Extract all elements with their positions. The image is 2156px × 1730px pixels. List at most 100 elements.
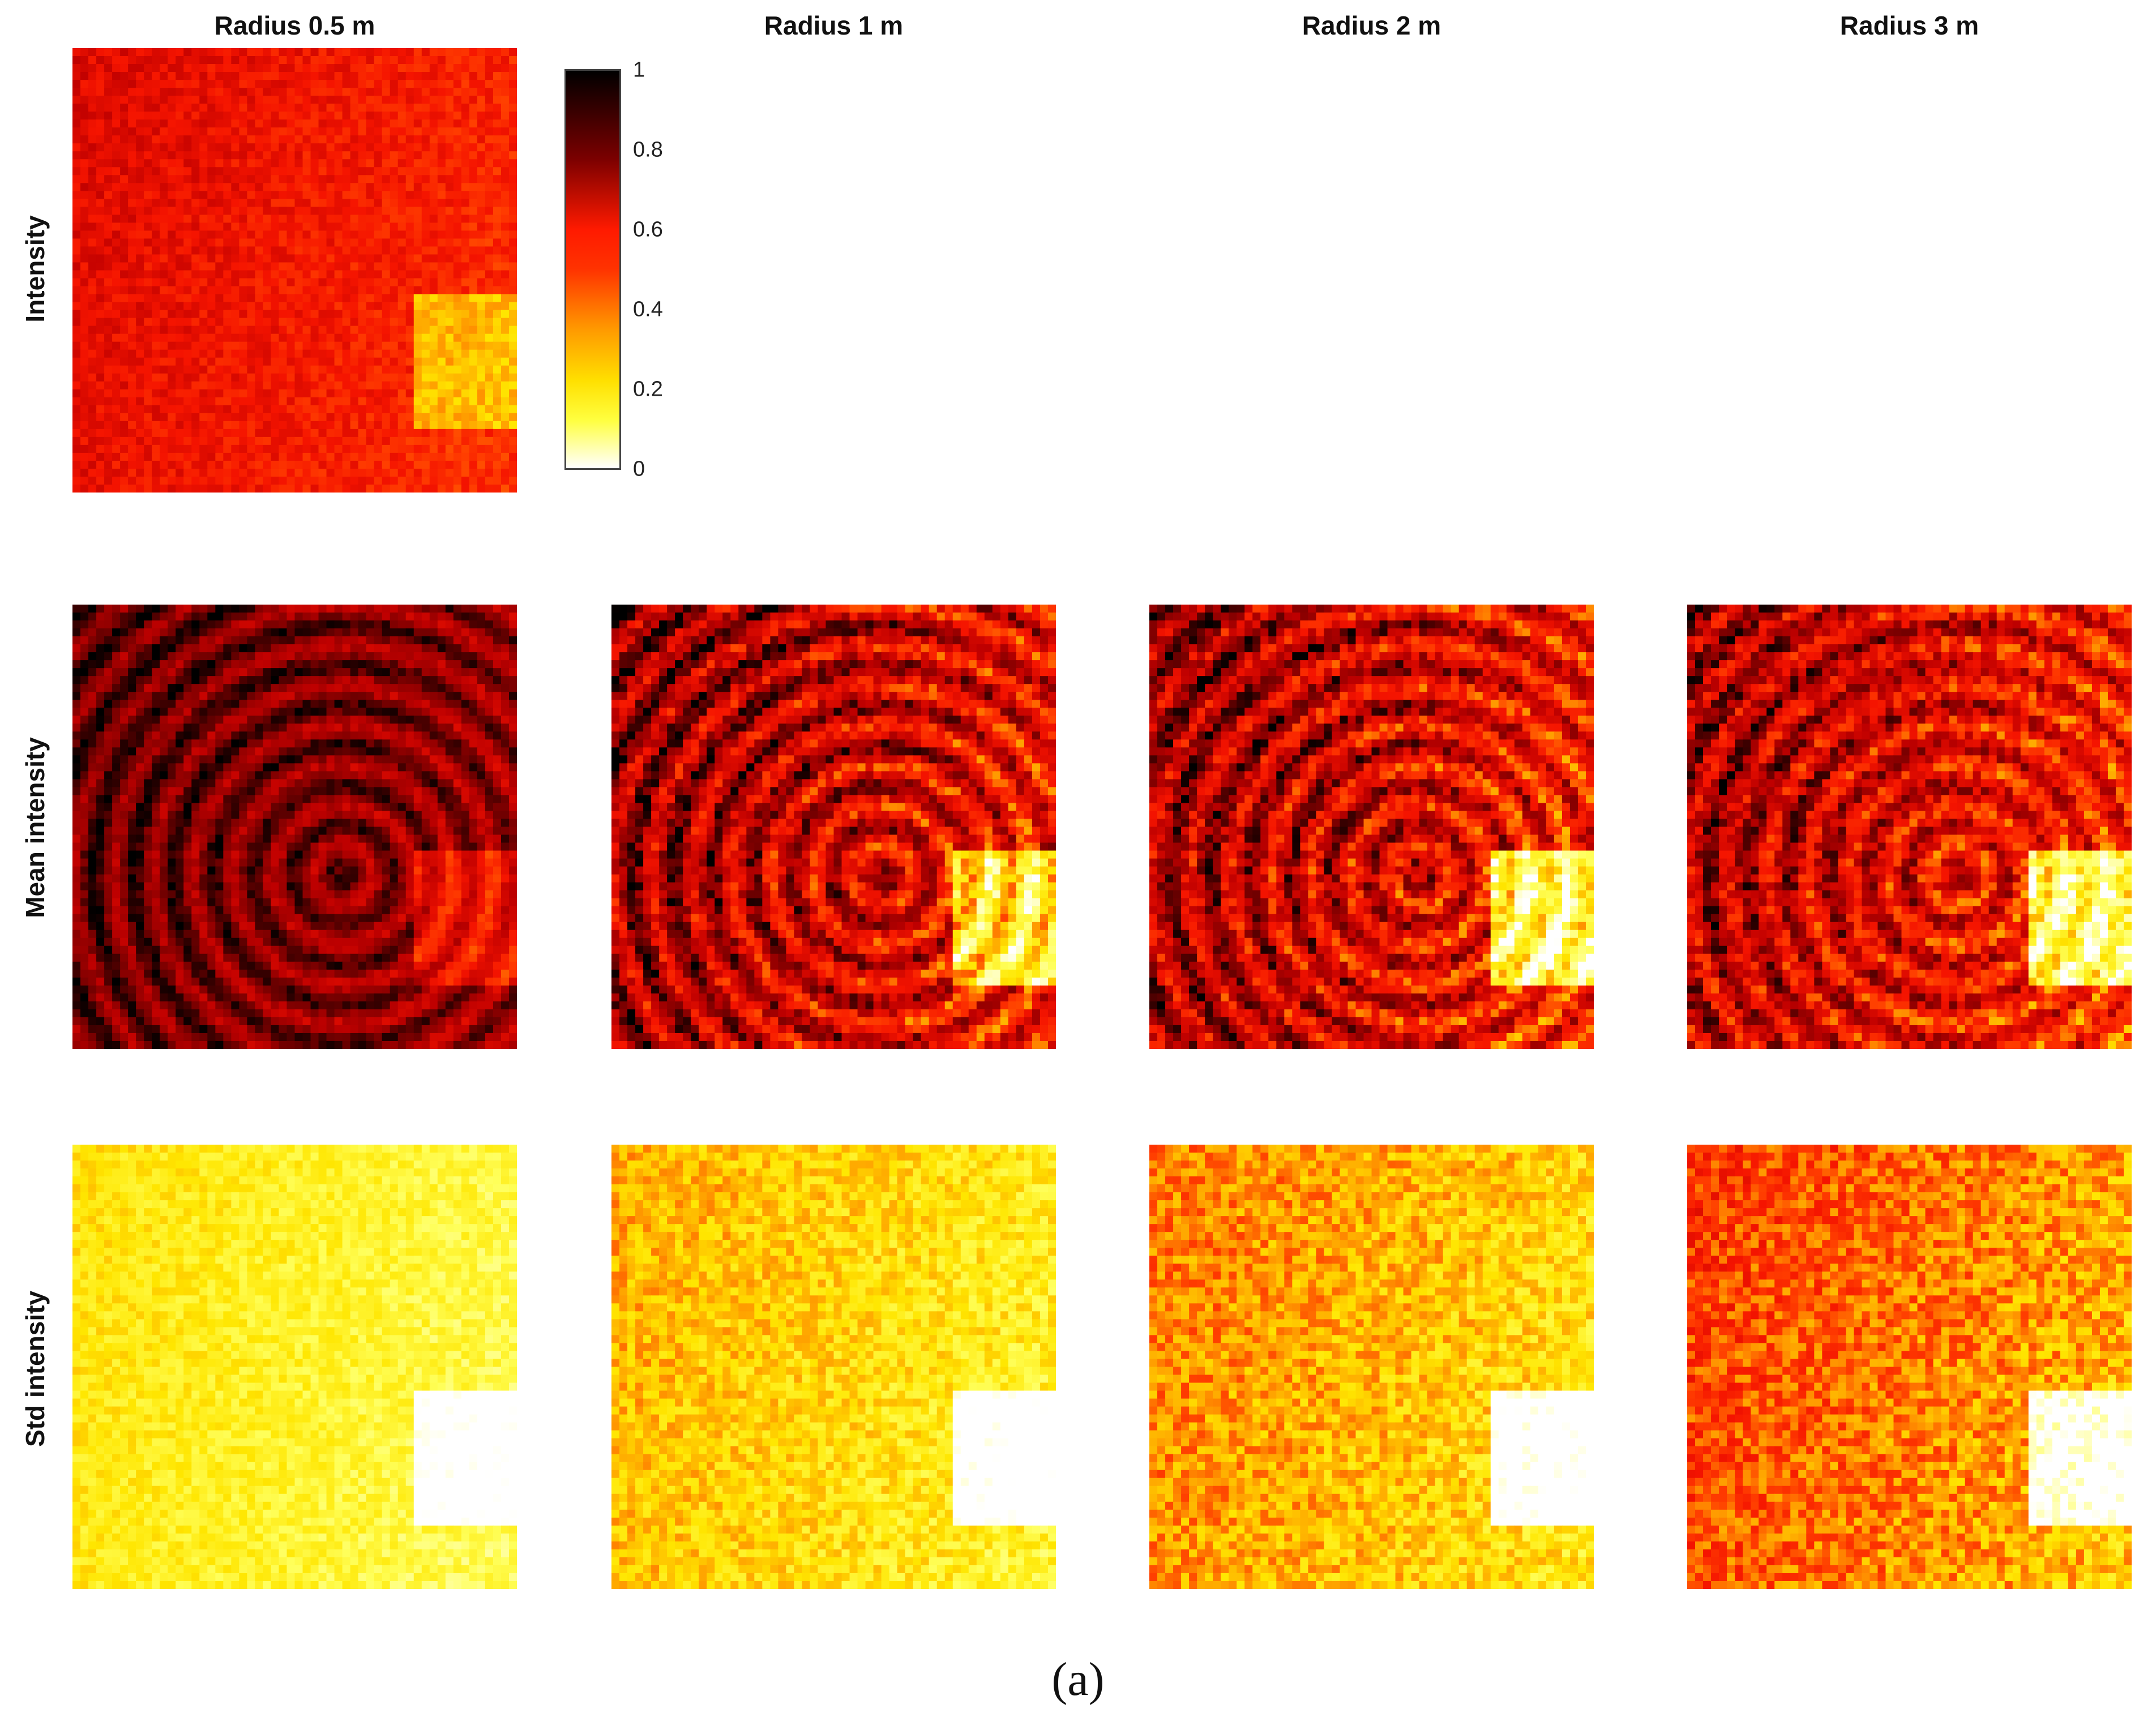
heatmap-cell [358, 413, 367, 422]
heatmap-cell [453, 159, 462, 168]
heatmap-cell [176, 318, 184, 327]
heatmap-cell [247, 644, 256, 653]
heatmap-cell [271, 333, 280, 342]
heatmap-cell [453, 207, 462, 216]
heatmap-cell [382, 119, 391, 128]
heatmap-cell [239, 644, 248, 653]
heatmap-cell [437, 858, 446, 867]
heatmap-cell [390, 452, 399, 461]
heatmap-cell [302, 230, 311, 239]
heatmap-cell [500, 484, 510, 493]
heatmap-cell [326, 88, 335, 96]
heatmap-cell [342, 444, 351, 453]
heatmap-cell [342, 286, 351, 295]
heatmap-cell [136, 389, 144, 398]
heatmap-cell [88, 104, 97, 112]
heatmap-cell [255, 660, 264, 669]
heatmap-cell [390, 834, 399, 843]
heatmap-cell [390, 644, 399, 653]
heatmap-cell [500, 238, 510, 247]
heatmap-cell [104, 183, 113, 192]
heatmap-cell [508, 254, 517, 263]
heatmap-cell [366, 413, 375, 422]
heatmap-cell [263, 318, 272, 327]
heatmap-cell [358, 684, 367, 692]
heatmap-cell [437, 183, 446, 192]
heatmap-cell [112, 413, 121, 422]
heatmap-cell [112, 708, 121, 716]
heatmap-cell [445, 104, 454, 112]
heatmap-cell [199, 294, 208, 303]
heatmap-cell [318, 739, 327, 748]
heatmap-cell [231, 357, 240, 366]
heatmap-cell [334, 842, 343, 851]
heatmap-cell [247, 421, 256, 430]
heatmap-cell [72, 254, 81, 263]
heatmap-cell [429, 636, 438, 645]
heatmap-cell [120, 476, 129, 485]
heatmap-cell [136, 159, 144, 168]
heatmap-cell [326, 341, 335, 350]
heatmap-cell [199, 827, 208, 836]
heatmap-cell [493, 127, 502, 136]
heatmap-cell [445, 183, 454, 192]
heatmap-cell [302, 731, 311, 740]
heatmap-cell [215, 723, 224, 732]
heatmap-cell [152, 747, 160, 756]
heatmap-cell [255, 326, 264, 335]
heatmap-cell [96, 755, 105, 764]
heatmap-cell [453, 48, 462, 57]
heatmap-cell [239, 64, 248, 72]
heatmap-cell [500, 175, 510, 184]
heatmap-cell [88, 56, 97, 65]
heatmap-cell [231, 104, 240, 112]
heatmap-cell [405, 262, 414, 271]
heatmap-cell [223, 278, 232, 287]
heatmap-cell [342, 310, 351, 319]
heatmap-cell [144, 183, 152, 192]
heatmap-cell [461, 127, 470, 136]
heatmap-cell [199, 262, 208, 271]
heatmap-cell [508, 80, 517, 88]
heatmap-cell [429, 64, 438, 72]
heatmap-cell [168, 326, 176, 335]
heatmap-cell [199, 270, 208, 279]
heatmap-cell [453, 421, 462, 430]
heatmap-cell [128, 286, 136, 295]
heatmap-cell [271, 151, 280, 160]
heatmap-cell [215, 819, 224, 828]
heatmap-cell [350, 357, 359, 366]
heatmap-cell [500, 421, 510, 430]
heatmap-cell [405, 421, 414, 430]
heatmap-cell [437, 96, 446, 104]
heatmap-cell [223, 429, 232, 438]
heatmap-cell [500, 333, 510, 342]
heatmap-cell [263, 119, 272, 128]
heatmap-cell [500, 222, 510, 232]
heatmap-cell [366, 199, 375, 208]
heatmap-cell [279, 811, 288, 820]
heatmap-cell [168, 262, 176, 271]
heatmap-cell [286, 365, 296, 374]
heatmap-cell [191, 48, 200, 57]
heatmap-cell [437, 254, 446, 263]
heatmap-cell [390, 723, 399, 732]
heatmap-cell [207, 294, 216, 303]
heatmap-cell [104, 692, 113, 700]
heatmap-cell [239, 230, 248, 239]
heatmap-cell [128, 850, 136, 859]
heatmap-cell [80, 104, 89, 112]
heatmap-cell [128, 771, 136, 780]
heatmap-cell [445, 135, 454, 144]
heatmap-cell [255, 207, 264, 216]
heatmap-cell [421, 270, 430, 279]
heatmap-cell [469, 436, 478, 446]
heatmap-cell [223, 381, 232, 390]
heatmap-cell [310, 262, 319, 271]
heatmap-cell [382, 460, 391, 469]
heatmap-cell [302, 286, 311, 295]
heatmap-cell [136, 827, 144, 836]
heatmap-cell [326, 468, 335, 477]
heatmap-cell [104, 842, 113, 851]
heatmap-cell [445, 413, 454, 422]
